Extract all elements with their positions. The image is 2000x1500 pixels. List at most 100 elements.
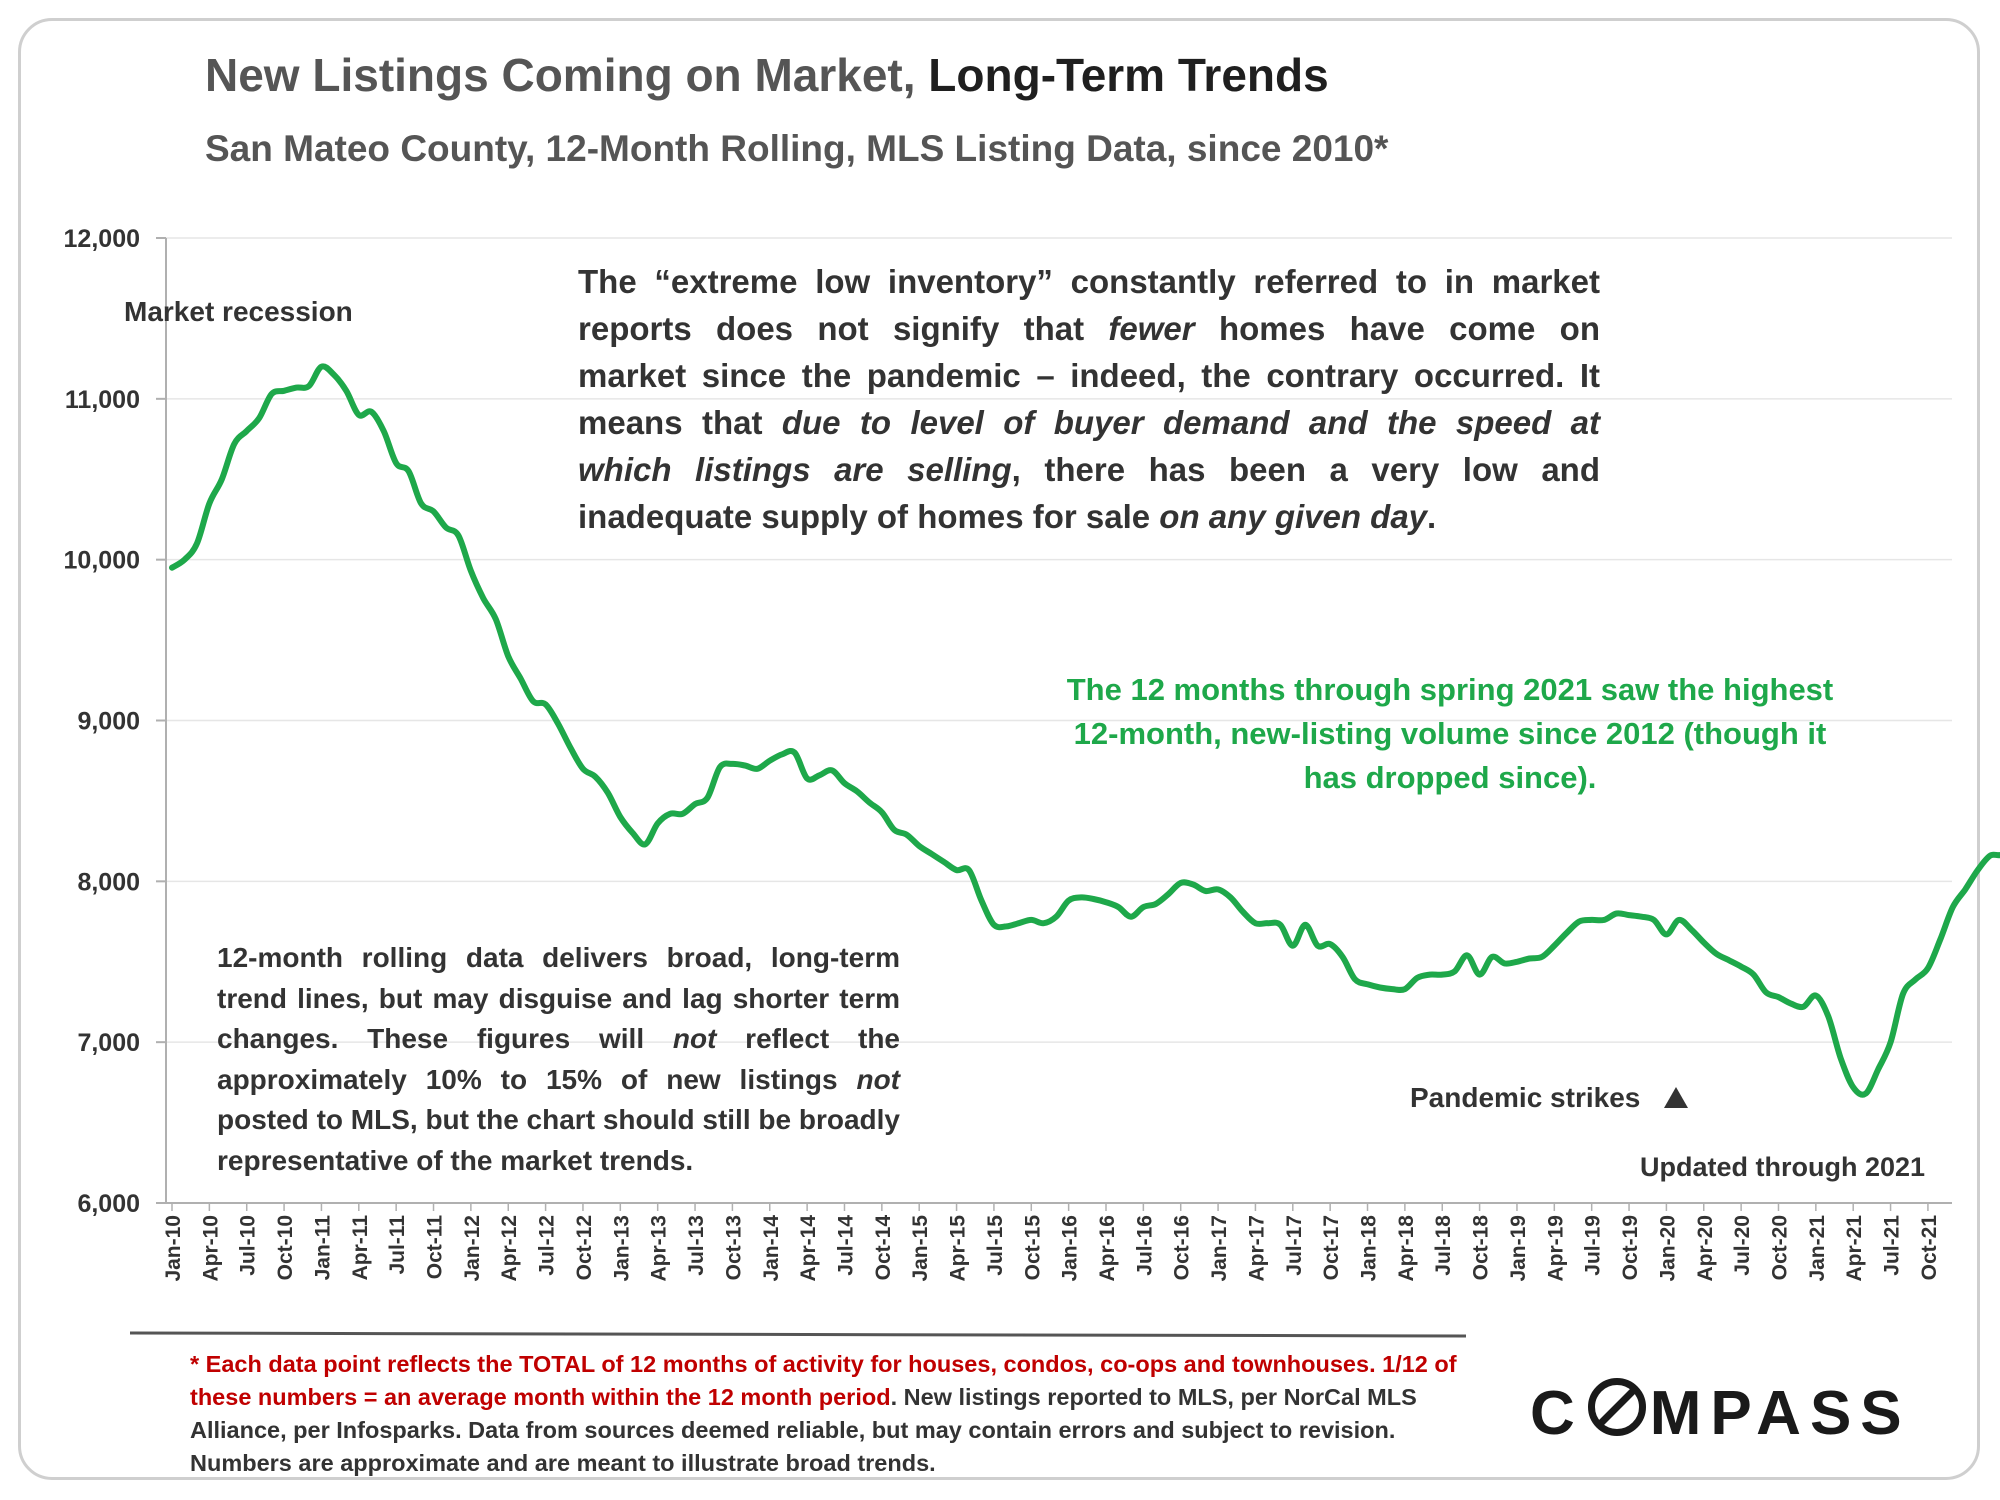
triangle-up-icon [1664,1087,1688,1108]
x-tick-label: Jan-15 [909,1215,932,1282]
x-tick-label: Jul-15 [984,1215,1007,1276]
data-point [1629,915,1630,916]
data-point [421,503,422,504]
y-tick-label: 9,000 [77,708,140,736]
data-point [1653,919,1654,920]
data-point [695,804,696,805]
x-tick-label: Jul-18 [1432,1215,1455,1276]
x-tick-label: Jul-12 [536,1215,559,1276]
data-point [744,765,745,766]
data-point [856,791,857,792]
data-point [570,747,571,748]
data-point [1678,919,1679,920]
data-point [1728,960,1729,961]
data-point [1018,923,1019,924]
x-tick-label: Jan-17 [1208,1215,1231,1282]
main-note-line: reports does not signify that fewer home… [578,305,1600,352]
data-point [844,783,845,784]
data-point [346,390,347,391]
x-tick-label: Apr-10 [199,1215,222,1282]
main-note-segment: reports does not signify that [578,310,1109,347]
data-point [881,812,882,813]
x-tick-label: Apr-15 [947,1215,970,1282]
annotation-pandemic-strikes: Pandemic strikes [1410,1082,1641,1113]
x-tick-label: Jan-11 [311,1215,334,1281]
data-point [1853,1087,1854,1088]
left-note-segment: not [856,1063,900,1095]
data-point [1143,907,1144,908]
x-tick-label: Apr-14 [797,1215,820,1282]
x-tick-label: Oct-18 [1470,1215,1493,1281]
compass-o-icon [1587,1378,1646,1436]
data-point [757,768,758,769]
x-tick-label: Jan-20 [1656,1215,1679,1282]
x-tick-label: Apr-21 [1843,1215,1866,1282]
main-note-segment: inadequate supply of homes for sale [578,498,1160,535]
x-tick-label: Apr-12 [498,1215,521,1282]
main-note-segment: The “extreme low inventory” constantly r… [578,263,1600,300]
data-point [1367,984,1368,985]
data-point [1267,923,1268,924]
data-point [869,802,870,803]
data-point [209,503,210,504]
main-note-segment: due to level of buyer demand and the spe… [781,404,1600,441]
data-point [1429,974,1430,975]
data-point [906,834,907,835]
annotation-updated: Updated through 2021 [1640,1152,1926,1182]
x-tick-label: Apr-16 [1096,1215,1119,1282]
compass-logo: C MPASS [1530,1378,1911,1448]
main-note-segment: on any given day [1159,498,1428,535]
data-point [1815,995,1816,996]
data-point [1641,916,1642,917]
data-point [1392,989,1393,990]
main-note-line: market since the pandemic – indeed, the … [578,352,1600,399]
data-point [1193,884,1194,885]
data-point [682,813,683,814]
footnote-source-text: . New listings reported to MLS, per NorC… [190,1384,1417,1476]
footnote: * Each data point reflects the TOTAL of … [190,1348,1470,1480]
x-tick-label: Oct-15 [1021,1215,1044,1281]
data-point [1068,900,1069,901]
data-point [894,829,895,830]
x-tick-label: Apr-11 [349,1215,372,1281]
data-point [408,471,409,472]
data-point [1566,932,1567,933]
x-tick-label: Jan-19 [1507,1215,1530,1282]
x-tick-label: Jan-14 [760,1215,783,1282]
footnote-divider [129,1331,1467,1338]
main-note-line: which listings are selling, there has be… [578,446,1600,493]
main-note-line: inadequate supply of homes for sale on a… [578,493,1600,540]
series-layer [169,363,2000,1098]
x-tick-label: Jan-13 [610,1215,633,1282]
x-axis-ticks: Jan-10 Apr-10 Jul-10 Oct-10 Jan-11 Apr-11 Jul-… [162,1215,1941,1282]
annotation-market-recession: Market recession [124,296,353,327]
annotation-main-note: The “extreme low inventory” constantly r… [578,258,1600,540]
x-tick-label: Apr-18 [1395,1215,1418,1282]
data-point [1218,889,1219,890]
x-tick-label: Jul-16 [1133,1215,1156,1276]
data-point [794,752,795,753]
left-note-segment: not [672,1023,717,1054]
data-point [1118,907,1119,908]
data-point [396,463,397,464]
x-tick-label: Oct-17 [1320,1215,1343,1280]
x-tick-label: Jul-17 [1283,1215,1306,1276]
data-point [607,792,608,793]
data-point [495,619,496,620]
x-tick-label: Jul-13 [685,1215,708,1276]
data-point [1043,923,1044,924]
data-point [508,656,509,657]
data-point [383,431,384,432]
data-point [221,479,222,480]
data-point [246,431,247,432]
data-point [1517,961,1518,962]
main-note-segment: means that [578,404,782,441]
data-point [1977,870,1978,871]
data-point [234,443,235,444]
data-point [558,723,559,724]
x-tick-label: Apr-13 [648,1215,671,1282]
left-note-segment: reflect the approximately 10% to 15% of … [217,1023,900,1095]
data-point [1492,956,1493,957]
x-tick-label: Apr-19 [1544,1215,1567,1282]
main-note-line: means that due to level of buyer demand … [578,399,1600,446]
